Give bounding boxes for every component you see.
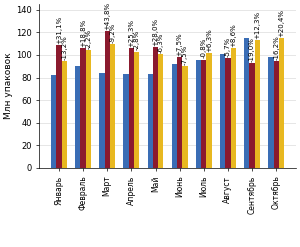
Bar (51, 75, 56, 168)
Bar (148, 74, 153, 168)
Text: -5,7%: -5,7% (225, 37, 231, 57)
Text: +6,3%: +6,3% (206, 28, 212, 52)
Text: -13,2%: -13,2% (61, 35, 67, 60)
Bar (231, 48, 236, 168)
Text: -6,3%: -6,3% (158, 32, 164, 53)
Bar (56, 45, 61, 168)
Bar (244, 38, 249, 168)
Bar (220, 54, 225, 168)
Bar (274, 61, 279, 168)
Text: +18,8%: +18,8% (80, 19, 86, 47)
Bar (153, 47, 158, 168)
Bar (182, 66, 188, 168)
Bar (129, 48, 134, 168)
Bar (105, 31, 110, 168)
Bar (110, 44, 115, 168)
Text: -2,2%: -2,2% (85, 29, 91, 49)
Text: -2,8%: -2,8% (134, 30, 140, 50)
Text: +7,5%: +7,5% (177, 33, 183, 56)
Text: +43,8%: +43,8% (104, 2, 110, 30)
Text: +20,4%: +20,4% (278, 9, 284, 37)
Text: +25,3%: +25,3% (128, 19, 134, 47)
Bar (268, 57, 274, 168)
Text: -19,0%: -19,0% (249, 37, 255, 62)
Bar (75, 66, 80, 168)
Text: -0,8%: -0,8% (201, 38, 207, 58)
Bar (80, 48, 86, 168)
Text: -7,5%: -7,5% (182, 45, 188, 65)
Text: +12,3%: +12,3% (254, 11, 260, 39)
Bar (201, 60, 206, 168)
Text: +31,1%: +31,1% (56, 16, 62, 44)
Bar (177, 57, 182, 168)
Bar (61, 61, 67, 168)
Bar (249, 63, 255, 168)
Bar (158, 54, 164, 168)
Bar (123, 74, 129, 168)
Bar (134, 52, 139, 168)
Bar (86, 50, 91, 168)
Text: -16,2%: -16,2% (273, 35, 279, 60)
Y-axis label: Млн упаковок: Млн упаковок (4, 53, 13, 119)
Text: -9,2%: -9,2% (110, 22, 116, 42)
Text: +8,6%: +8,6% (230, 23, 236, 47)
Bar (196, 60, 201, 168)
Bar (279, 38, 284, 168)
Bar (172, 64, 177, 168)
Bar (99, 73, 105, 168)
Bar (225, 58, 231, 168)
Bar (206, 53, 212, 168)
Bar (255, 40, 260, 168)
Text: +28,0%: +28,0% (152, 18, 158, 46)
